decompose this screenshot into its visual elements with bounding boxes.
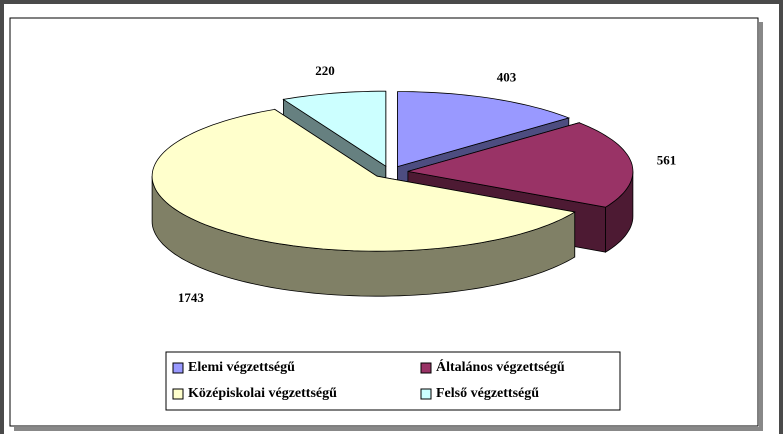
legend-swatch: [420, 362, 432, 374]
data-label: 403: [497, 69, 517, 84]
legend-label: Általános végzettségű: [436, 358, 565, 375]
slice: [282, 90, 387, 167]
legend-swatch: [420, 388, 432, 400]
slice: [397, 91, 571, 168]
legend-swatch: [172, 362, 184, 374]
legend-swatch: [172, 388, 184, 400]
frame-shadow: [14, 427, 763, 431]
data-label: 220: [315, 63, 335, 78]
legend-label: Elemi végzettségű: [188, 360, 295, 375]
frame-shadow: [759, 22, 763, 430]
legend-label: Felső végzettségű: [436, 386, 539, 401]
chart-frame: [9, 17, 759, 427]
data-label: 1743: [178, 290, 205, 305]
slice: [407, 122, 634, 208]
slice: [151, 108, 576, 252]
legend-box: [165, 351, 621, 411]
data-label: 561: [657, 152, 677, 167]
legend-label: Középiskolai végzettségű: [188, 386, 337, 401]
